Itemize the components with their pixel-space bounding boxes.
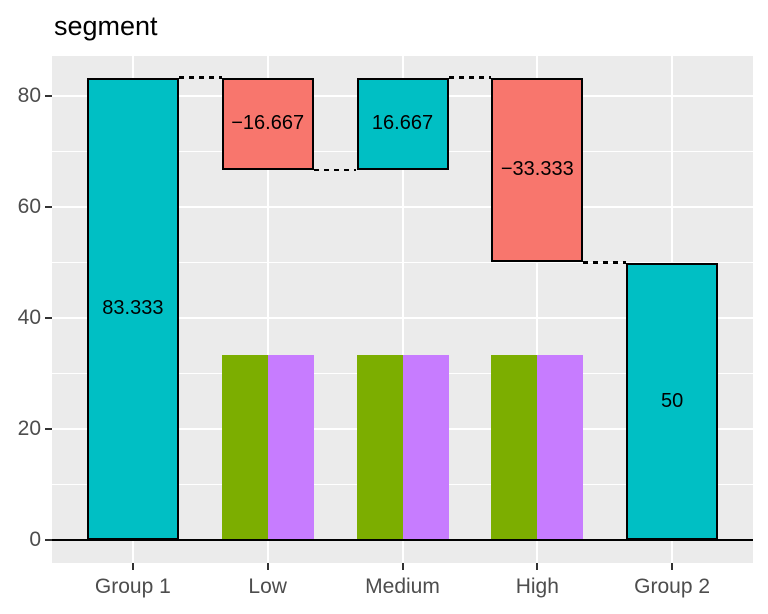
x-tick-mark (266, 563, 269, 570)
bar-value-label: 83.333 (102, 297, 164, 320)
x-tick-label: Group 2 (634, 575, 711, 598)
bar-value-label: −33.333 (500, 158, 574, 181)
x-tick-label: Group 1 (94, 575, 171, 598)
x-tick-label: High (515, 575, 559, 598)
waterfall-bar-group-2: 50 (626, 262, 719, 540)
zero-line (52, 538, 753, 542)
bar-value-label: −16.667 (231, 112, 305, 135)
waterfall-bar-low: −16.667 (221, 77, 314, 170)
plot-panel: 83.333 −16.667 16.667 −33.333 50 (52, 56, 753, 563)
x-tick-label: Medium (365, 575, 440, 598)
dodged-bar-low-purple (267, 355, 314, 540)
waterfall-connector (178, 76, 222, 79)
y-tick-label: 0 (29, 528, 41, 551)
gridline-major-vertical (536, 56, 539, 563)
bar-value-label: 50 (660, 389, 684, 412)
dodged-bar-medium-green (356, 355, 403, 540)
dodged-bar-low-green (221, 355, 268, 540)
y-tick-label: 40 (17, 306, 41, 329)
chart-title: segment (54, 11, 158, 41)
gridline-major-vertical (266, 56, 269, 563)
x-tick-mark (131, 563, 134, 570)
y-tick-mark (45, 539, 52, 541)
x-tick-mark (536, 563, 539, 570)
y-tick-mark (45, 428, 52, 430)
waterfall-connector (583, 261, 627, 264)
waterfall-bar-medium: 16.667 (356, 77, 449, 170)
y-tick-mark (45, 206, 52, 208)
waterfall-connector (448, 76, 492, 79)
y-tick-label: 80 (17, 84, 41, 107)
waterfall-bar-high: −33.333 (491, 77, 584, 263)
y-tick-label: 60 (17, 195, 41, 218)
dodged-bar-medium-purple (402, 355, 449, 540)
waterfall-connector (313, 168, 357, 172)
dodged-bar-high-green (491, 355, 538, 540)
y-tick-mark (45, 95, 52, 97)
y-tick-label: 20 (17, 417, 41, 440)
bar-value-label: 16.667 (371, 112, 434, 135)
x-tick-mark (671, 563, 674, 570)
dodged-bar-high-purple (537, 355, 584, 540)
x-tick-label: Low (248, 575, 287, 598)
x-tick-mark (401, 563, 404, 570)
waterfall-bar-group-1: 83.333 (86, 77, 179, 540)
y-tick-mark (45, 317, 52, 319)
gridline-major-vertical (401, 56, 404, 563)
